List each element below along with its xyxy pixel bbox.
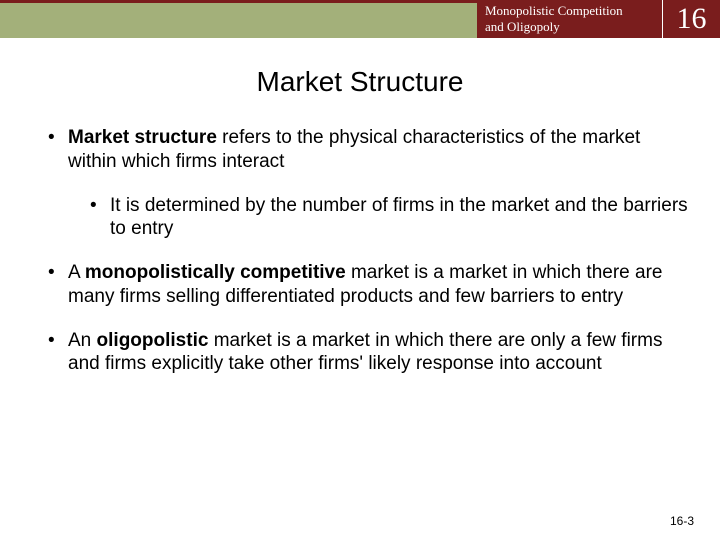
chapter-title-line1: Monopolistic Competition xyxy=(485,3,654,19)
bullet-text-segment: It is determined by the number of firms … xyxy=(110,195,688,240)
bullet-text-segment: Market structure xyxy=(68,127,217,148)
chapter-title-line2: and Oligopoly xyxy=(485,19,654,35)
bullet-item: It is determined by the number of firms … xyxy=(86,194,688,242)
slide-number: 16-3 xyxy=(670,514,694,528)
chapter-title-box: Monopolistic Competition and Oligopoly xyxy=(477,0,662,38)
header-accent-strip xyxy=(0,0,477,38)
header-bar: Monopolistic Competition and Oligopoly 1… xyxy=(0,0,720,38)
bullet-item: Market structure refers to the physical … xyxy=(44,126,688,174)
chapter-number: 16 xyxy=(662,0,720,38)
content-area: Market structure refers to the physical … xyxy=(0,126,720,376)
bullet-text-segment: monopolistically competitive xyxy=(85,262,346,283)
bullet-text-segment: oligopolistic xyxy=(97,330,209,351)
bullet-text-segment: An xyxy=(68,330,97,351)
bullet-item: An oligopolistic market is a market in w… xyxy=(44,329,688,377)
bullet-item: A monopolistically competitive market is… xyxy=(44,261,688,309)
bullet-text-segment: A xyxy=(68,262,85,283)
slide-title: Market Structure xyxy=(0,66,720,98)
